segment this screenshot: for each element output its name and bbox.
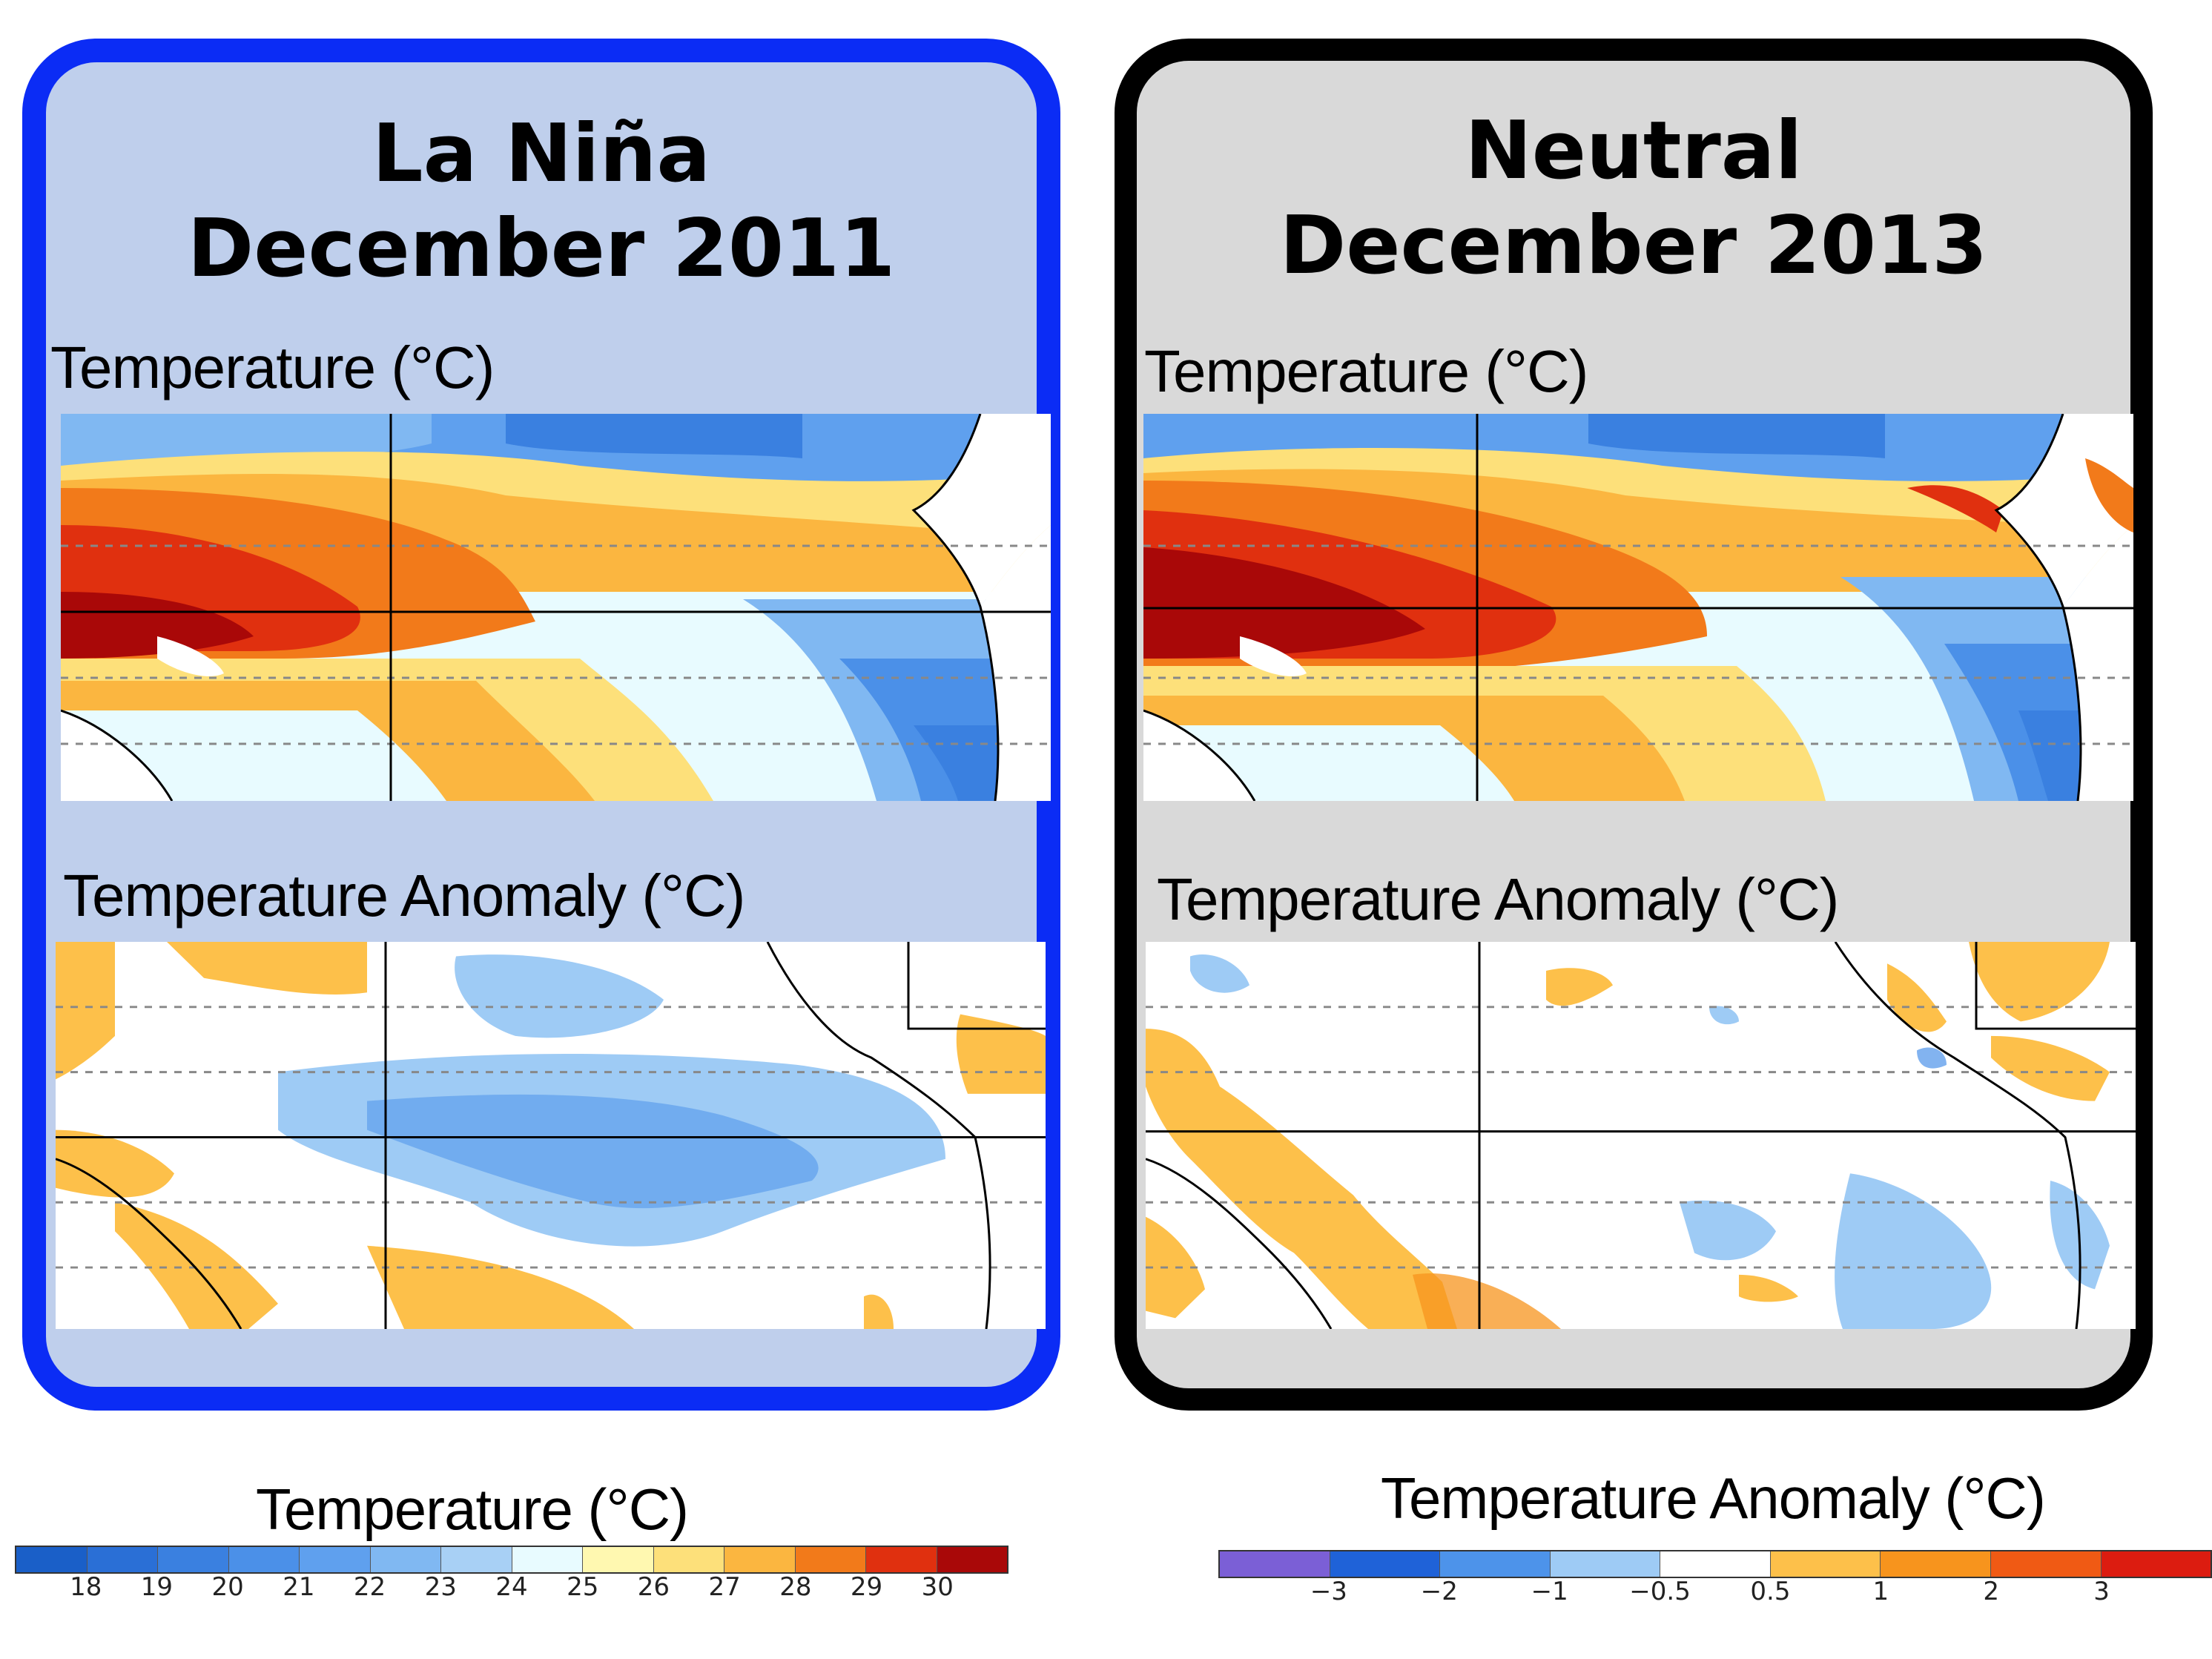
anom-colorbar-swatch — [1770, 1551, 1881, 1577]
temp-colorbar-swatch — [512, 1547, 583, 1572]
anom-colorbar — [1218, 1550, 2212, 1578]
anom-colorbar-tick-label: −1 — [1531, 1577, 1568, 1606]
anom-colorbar-swatch — [1220, 1551, 1330, 1577]
temp-colorbar-swatch — [937, 1547, 1007, 1572]
temp-colorbar-swatch — [370, 1547, 441, 1572]
la-nina-anomaly-label: Temperature Anomaly (°C) — [63, 863, 745, 929]
temp-colorbar-swatch — [866, 1547, 937, 1572]
temp-colorbar-swatch — [300, 1547, 371, 1572]
temp-colorbar-swatch — [158, 1547, 229, 1572]
neutral-temperature-map — [1143, 414, 2133, 801]
la-nina-title-line1: La Niña — [372, 108, 711, 200]
neutral-anomaly-label: Temperature Anomaly (°C) — [1157, 866, 1839, 932]
anom-colorbar-swatch — [1330, 1551, 1441, 1577]
temp-colorbar-tick-label: 24 — [495, 1572, 528, 1602]
la-nina-title: La Niña December 2011 — [46, 107, 1037, 297]
anom-colorbar-tick-label: −0.5 — [1629, 1577, 1691, 1606]
anom-colorbar-tick-label: 2 — [1983, 1577, 2000, 1606]
anom-colorbar-title: Temperature Anomaly (°C) — [1381, 1465, 2046, 1531]
anom-colorbar-tick-label: 0.5 — [1750, 1577, 1791, 1606]
temp-colorbar-tick-label: 25 — [567, 1572, 599, 1602]
temp-colorbar-tick-label: 19 — [140, 1572, 174, 1602]
temp-colorbar-swatch — [653, 1547, 724, 1572]
la-nina-temp-label: Temperature (°C) — [50, 334, 495, 400]
neutral-title: Neutral December 2013 — [1137, 104, 2130, 294]
temp-colorbar-tick-label: 23 — [424, 1572, 457, 1602]
temp-colorbar-tick-label: 30 — [921, 1572, 954, 1602]
anom-colorbar-tick-label: 1 — [1872, 1577, 1889, 1606]
anom-colorbar-swatch — [2101, 1551, 2211, 1577]
temp-colorbar-title: Temperature (°C) — [256, 1477, 689, 1542]
anom-colorbar-ticks: −3 −2 −1 −0.5 0.5 1 2 3 — [1218, 1577, 2212, 1606]
temp-colorbar-swatch — [16, 1547, 88, 1572]
la-nina-temperature-map — [61, 414, 1051, 801]
anom-colorbar-swatch — [1660, 1551, 1771, 1577]
temp-colorbar-tick-label: 28 — [779, 1572, 812, 1602]
temp-colorbar-tick-label: 21 — [283, 1572, 315, 1602]
temp-colorbar-tick-label: 27 — [708, 1572, 741, 1602]
temp-colorbar-swatch — [583, 1547, 654, 1572]
temp-colorbar-swatch — [87, 1547, 158, 1572]
temp-colorbar-tick-label: 22 — [353, 1572, 386, 1602]
neutral-temp-label: Temperature (°C) — [1144, 338, 1588, 404]
temp-colorbar-tick-label: 18 — [70, 1572, 102, 1602]
temp-colorbar — [15, 1546, 1008, 1574]
anom-colorbar-swatch — [1440, 1551, 1551, 1577]
temp-colorbar-tick-label: 20 — [211, 1572, 244, 1602]
temp-colorbar-swatch — [795, 1547, 866, 1572]
neutral-title-line2: December 2013 — [1279, 199, 1988, 292]
neutral-anomaly-map — [1146, 942, 2136, 1329]
temp-colorbar-swatch — [724, 1547, 796, 1572]
neutral-title-line1: Neutral — [1465, 105, 1803, 197]
anom-colorbar-tick-label: 3 — [2093, 1577, 2110, 1606]
la-nina-anomaly-map — [56, 942, 1046, 1329]
temp-colorbar-swatch — [441, 1547, 512, 1572]
temp-colorbar-tick-label: 26 — [637, 1572, 670, 1602]
la-nina-title-line2: December 2011 — [187, 202, 896, 295]
temp-colorbar-tick-label: 29 — [850, 1572, 883, 1602]
anom-colorbar-swatch — [1550, 1551, 1661, 1577]
temp-colorbar-swatch — [228, 1547, 300, 1572]
anom-colorbar-swatch — [1990, 1551, 2102, 1577]
temp-colorbar-ticks: 18 19 20 21 22 23 24 25 26 27 28 29 30 — [15, 1572, 1008, 1602]
anom-colorbar-swatch — [1881, 1551, 1991, 1577]
anom-colorbar-tick-label: −3 — [1310, 1577, 1347, 1606]
anom-colorbar-tick-label: −2 — [1420, 1577, 1458, 1606]
